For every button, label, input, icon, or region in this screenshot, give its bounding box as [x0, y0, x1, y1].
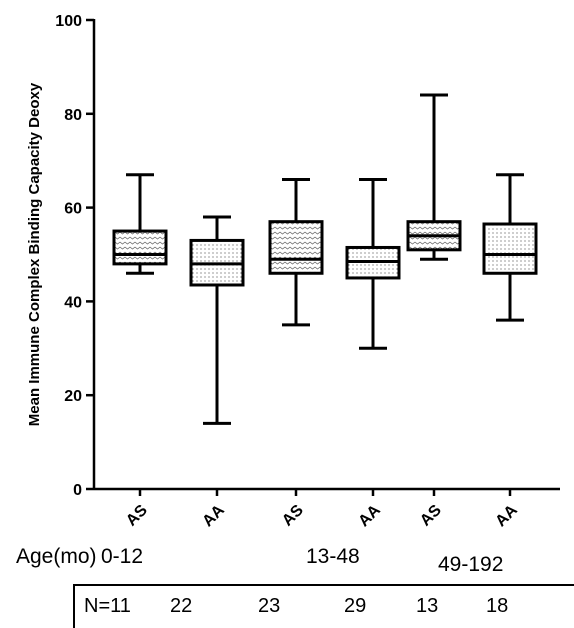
y-tick-label: 60 [64, 201, 82, 218]
sample-size-value: N=11 [84, 595, 131, 617]
box-as-0-12 [112, 173, 168, 275]
box-aa-49-192 [482, 173, 538, 322]
box-aa-0-12 [189, 215, 245, 425]
age-group-label: 13-48 [306, 545, 360, 568]
box-aa-13-48 [345, 177, 401, 350]
x-tick-label: AS [123, 502, 151, 530]
iqr-box [268, 220, 324, 275]
box-as-49-192 [406, 93, 462, 261]
x-tick-label: AA [492, 501, 521, 530]
y-tick-label: 0 [73, 482, 82, 499]
sample-size-value: 22 [170, 595, 193, 617]
age-group-label: 49-192 [438, 553, 504, 576]
x-tick-label: AS [417, 502, 445, 530]
y-tick-label: 80 [64, 107, 82, 124]
y-tick-label: 40 [64, 294, 82, 311]
x-tick-label: AA [355, 501, 384, 530]
y-tick-label: 20 [64, 388, 82, 405]
sample-size-row: N=11 22 23 29 13 18 [73, 584, 574, 628]
box-as-13-48 [268, 177, 324, 327]
x-tick-label: AS [279, 502, 307, 530]
iqr-box [112, 229, 168, 266]
age-group-label: 0-12 [101, 545, 144, 568]
sample-size-value: 23 [258, 595, 281, 617]
sample-size-value: 18 [486, 595, 509, 617]
y-axis-title: Mean Immune Complex Binding Capacity Deo… [26, 82, 43, 426]
age-axis-label: Age(mo) [16, 545, 97, 568]
x-tick-label: AA [199, 501, 228, 530]
sample-size-value: 29 [344, 595, 367, 617]
box-plot-chart: 0 20 40 60 80 100 Mean Immune Complex Binding … [26, 13, 560, 530]
sample-size-value: 13 [416, 595, 439, 617]
iqr-box [482, 222, 538, 275]
y-tick-label: 100 [55, 13, 82, 30]
